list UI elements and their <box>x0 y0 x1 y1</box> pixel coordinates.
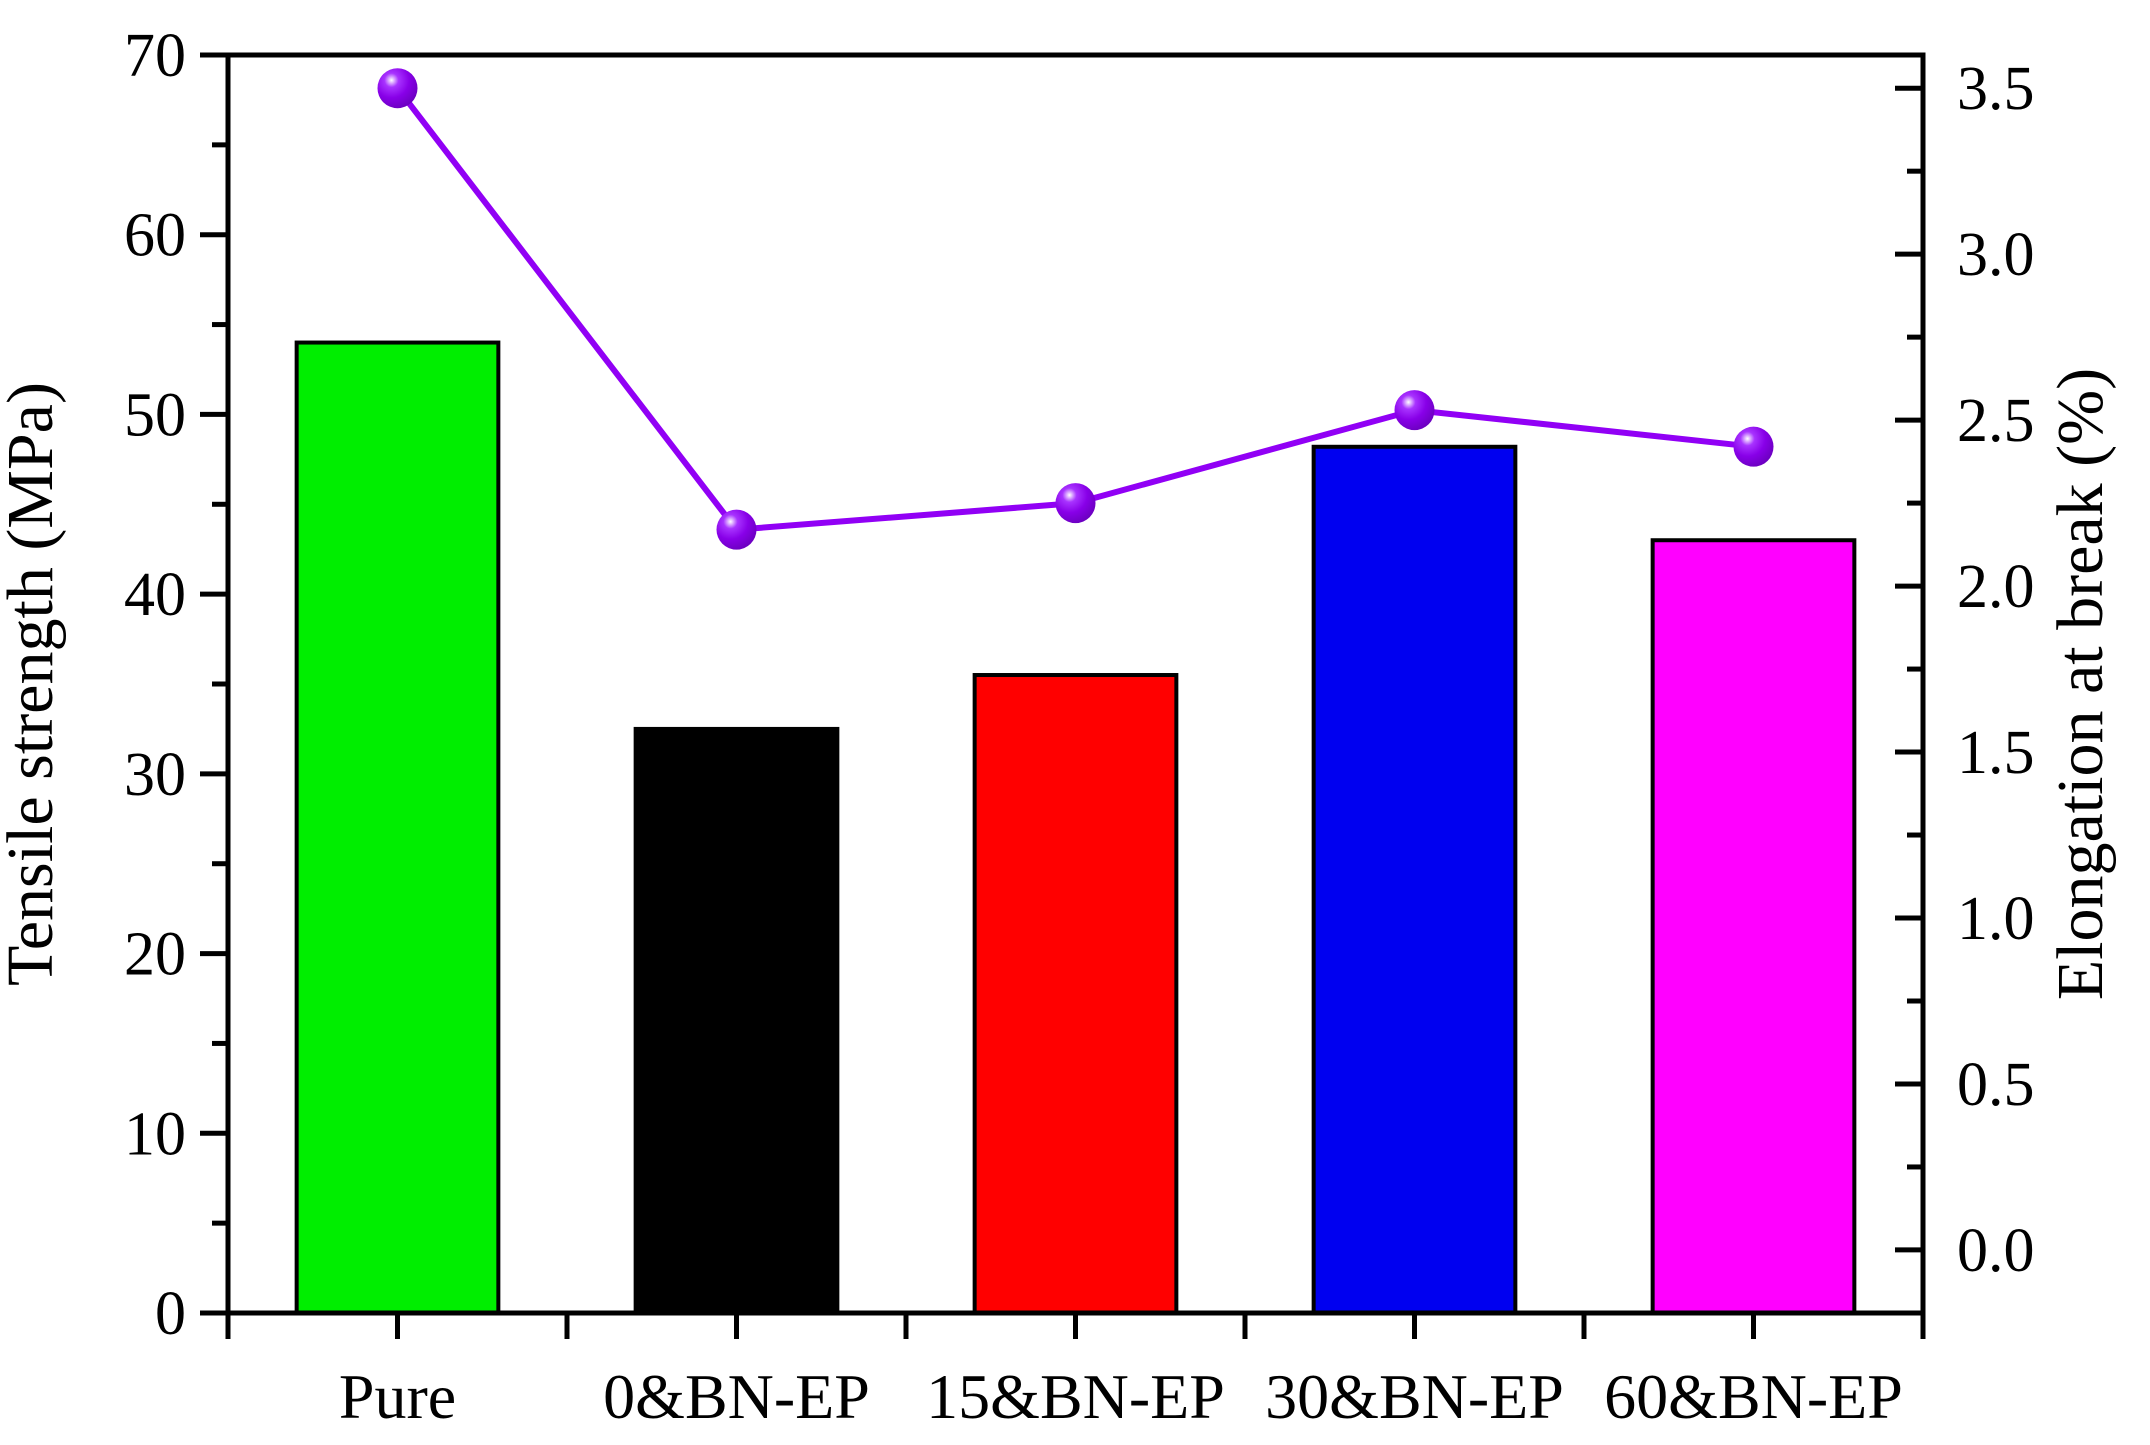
left-tick-label: 60 <box>124 202 186 270</box>
left-tick-label: 50 <box>124 381 186 449</box>
category-label-15-bn-ep: 15&BN-EP <box>926 1361 1225 1432</box>
category-label-0-bn-ep: 0&BN-EP <box>603 1361 870 1432</box>
left-axis-title: Tensile strength (MPa) <box>0 382 67 986</box>
left-tick-label: 20 <box>124 921 186 989</box>
category-label-30-bn-ep: 30&BN-EP <box>1265 1361 1564 1432</box>
marker-15-bn-ep <box>1055 483 1096 524</box>
left-tick-label: 70 <box>124 22 186 90</box>
marker-60-bn-ep <box>1733 426 1774 467</box>
right-tick-label: 0.0 <box>1957 1217 2035 1285</box>
category-label-60-bn-ep: 60&BN-EP <box>1604 1361 1903 1432</box>
right-tick-label: 0.5 <box>1957 1051 2035 1119</box>
right-axis-title: Elongation at break (%) <box>2044 368 2117 1000</box>
right-tick-label: 3.5 <box>1957 55 2035 123</box>
left-tick-label: 0 <box>155 1280 186 1348</box>
bar-0-bn-ep <box>633 726 840 1315</box>
marker-pure <box>377 68 418 109</box>
right-tick-label: 2.0 <box>1957 553 2035 621</box>
bar-15-bn-ep <box>972 673 1179 1315</box>
left-tick-label: 30 <box>124 741 186 809</box>
right-tick-label: 1.5 <box>1957 719 2035 787</box>
marker-30-bn-ep <box>1394 390 1435 431</box>
elongation-line <box>395 86 1754 533</box>
right-tick-label: 1.0 <box>1957 885 2035 953</box>
left-tick-label: 40 <box>124 561 186 629</box>
bar-30-bn-ep <box>1311 444 1518 1315</box>
marker-0-bn-ep <box>716 509 757 550</box>
bar-60-bn-ep <box>1650 538 1857 1315</box>
right-tick-label: 3.0 <box>1957 221 2035 289</box>
left-tick-label: 10 <box>124 1100 186 1168</box>
category-label-pure: Pure <box>339 1361 456 1432</box>
bar-pure <box>294 340 501 1315</box>
right-tick-label: 2.5 <box>1957 387 2035 455</box>
